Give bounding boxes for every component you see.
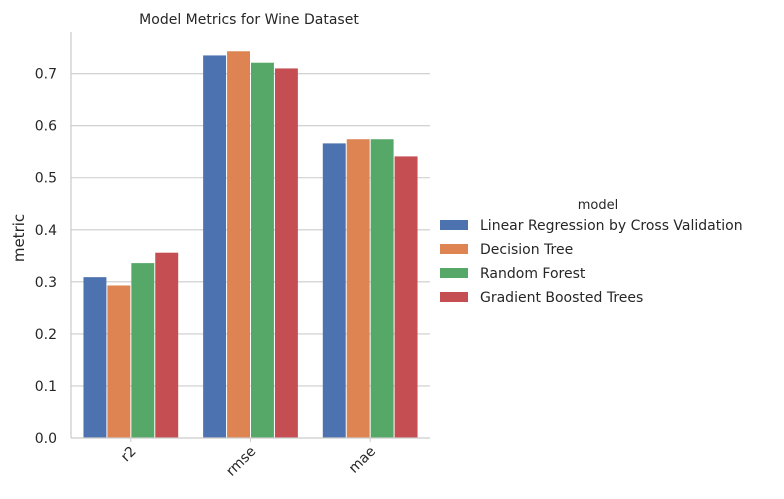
legend-swatch [440, 220, 468, 230]
legend-swatch [440, 292, 468, 302]
x-tick-label: r2 [118, 444, 140, 466]
bar [370, 139, 394, 438]
legend-label: Decision Tree [480, 242, 573, 258]
bar [203, 55, 227, 439]
gridlines [71, 73, 430, 387]
bar [227, 51, 250, 439]
bar [274, 68, 298, 438]
legend-title: model [578, 198, 618, 213]
bars [83, 51, 418, 439]
y-ticks: 0.0 0.1 0.2 0.3 0.4 0.5 0.6 0.7 [35, 67, 57, 447]
x-tick-label: mae [346, 444, 379, 477]
bar [83, 277, 107, 438]
legend-swatch [440, 244, 468, 254]
y-tick-label: 0.4 [35, 223, 57, 239]
chart-title: Model Metrics for Wine Dataset [139, 12, 359, 28]
y-tick-label: 0.2 [35, 327, 57, 343]
legend: model Linear Regression by Cross Validat… [440, 198, 743, 306]
legend-label: Gradient Boosted Trees [480, 290, 643, 306]
x-tick-label: rmse [223, 444, 259, 480]
y-axis-label: metric [10, 214, 28, 262]
bar [251, 62, 274, 438]
y-tick-label: 0.5 [35, 171, 57, 187]
y-tick-label: 0.1 [35, 379, 57, 395]
bar [322, 143, 346, 438]
bar [155, 252, 179, 438]
y-tick-label: 0.3 [35, 275, 57, 291]
y-tick-label: 0.7 [35, 67, 57, 83]
legend-label: Linear Regression by Cross Validation [480, 218, 743, 234]
legend-swatch [440, 268, 468, 278]
bar [394, 156, 418, 438]
bar [107, 285, 131, 438]
y-tick-label: 0.6 [35, 119, 57, 135]
bar [346, 139, 370, 438]
legend-label: Random Forest [480, 266, 586, 282]
bar [131, 263, 155, 438]
y-tick-label: 0.0 [35, 431, 57, 447]
x-ticks: r2 rmse mae [118, 438, 379, 480]
